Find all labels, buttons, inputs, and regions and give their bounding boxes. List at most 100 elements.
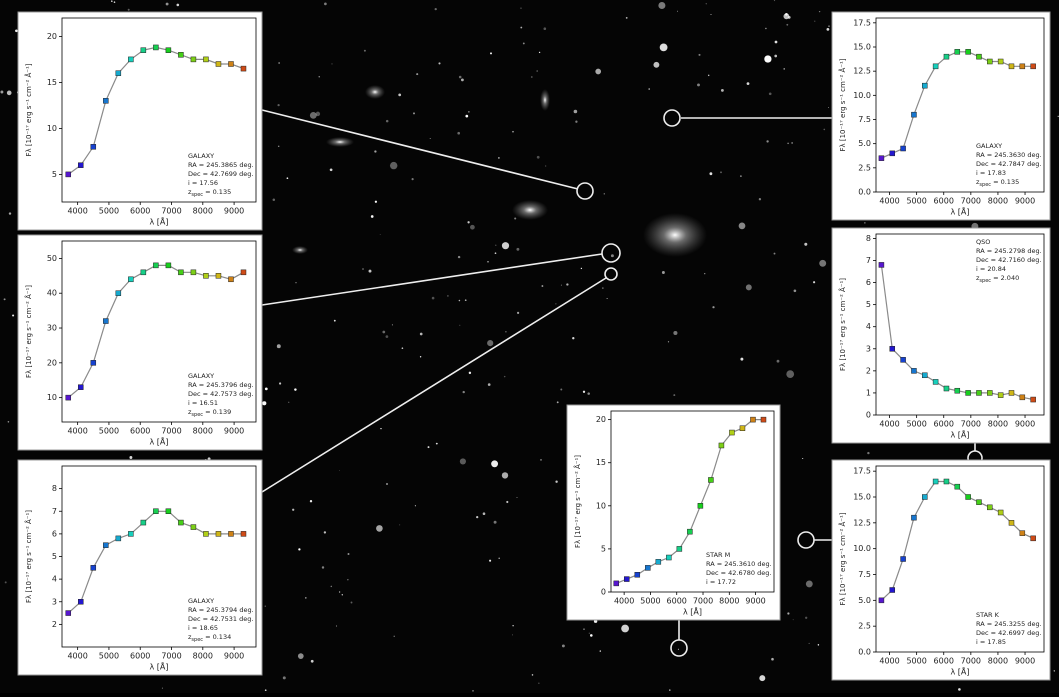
photometry-point	[943, 478, 950, 485]
spectrum-panel: 4000 5000 6000 7000 8000 9000 0 1 2 3 4 5 6 7 8 λ [Å] Fλ…	[831, 227, 1051, 444]
annotation-line: RA = 245.3865 deg.	[188, 161, 254, 169]
star	[583, 628, 585, 630]
y-tick-label: 17.5	[853, 467, 871, 476]
photometry-point	[965, 390, 971, 396]
star	[298, 548, 301, 551]
annotation-line: GALAXY	[188, 597, 214, 605]
star	[331, 63, 333, 65]
plot-frame	[875, 17, 1045, 193]
photometry-point	[878, 155, 885, 161]
star	[745, 284, 752, 291]
annotation-line: i = 17.85	[976, 638, 1006, 646]
y-tick-label: 30	[47, 324, 57, 333]
star	[419, 332, 423, 336]
photometry-point	[165, 262, 172, 269]
star	[398, 93, 402, 97]
target-circle	[601, 243, 621, 263]
star	[669, 689, 671, 691]
star	[709, 172, 713, 176]
star	[541, 285, 544, 287]
photometry-point	[613, 580, 620, 587]
photometry-point	[203, 56, 209, 63]
photometry-point	[190, 56, 197, 63]
panel-background	[17, 234, 263, 451]
panel-background	[17, 11, 263, 231]
y-axis-label: Fλ [10⁻¹⁷ erg s⁻¹ cm⁻² Å⁻¹]	[573, 455, 582, 548]
annotation-line: zspec = 0.139	[188, 408, 231, 418]
star	[12, 314, 15, 317]
star	[489, 559, 492, 562]
photometry-point	[228, 276, 234, 283]
x-tick-label: 5000	[99, 207, 119, 216]
annotation-line: GALAXY	[188, 372, 214, 380]
photometry-point	[718, 442, 725, 449]
star	[740, 175, 742, 177]
star	[470, 224, 475, 230]
star	[520, 26, 523, 29]
star	[399, 524, 401, 526]
y-tick-label: 5	[52, 170, 57, 179]
star	[582, 390, 586, 393]
x-axis-label: λ [Å]	[150, 436, 169, 447]
star	[161, 687, 163, 689]
y-axis-label: Fλ [10⁻¹⁷ erg s⁻¹ cm⁻² Å⁻¹]	[24, 510, 33, 603]
photometry-point	[922, 494, 928, 500]
photometry-point	[228, 531, 234, 537]
star	[540, 459, 542, 461]
star	[555, 480, 558, 483]
star	[536, 70, 539, 72]
star	[566, 283, 569, 286]
x-axis-label: λ [Å]	[150, 216, 169, 227]
photometry-point	[878, 262, 885, 268]
star	[127, 8, 130, 11]
photometry-point	[165, 47, 172, 53]
star	[516, 311, 520, 315]
star	[15, 29, 18, 33]
star	[786, 23, 789, 26]
star	[4, 581, 7, 584]
spectrum-panel: 4000 5000 6000 7000 8000 9000 0.0 2.5 5.0 7.5 10.0…	[831, 11, 1051, 221]
star	[447, 295, 449, 297]
star	[673, 394, 676, 397]
star	[487, 383, 491, 386]
star	[0, 90, 4, 94]
photometry-point	[153, 44, 159, 51]
photometry-point	[922, 372, 928, 379]
star	[808, 642, 810, 644]
photometry-point	[90, 144, 97, 150]
star	[416, 73, 419, 76]
annotation-symbol: z	[188, 633, 192, 641]
annotation-line: RA = 245.3255 deg.	[976, 620, 1042, 628]
y-tick-label: 15	[47, 78, 57, 87]
star	[505, 330, 507, 333]
star	[276, 344, 281, 349]
photometry-point	[976, 390, 982, 396]
star	[494, 252, 497, 255]
x-tick-label: 7000	[961, 657, 981, 666]
photometry-point	[932, 478, 939, 485]
star	[310, 659, 314, 663]
photometry-point	[215, 531, 222, 537]
photometry-point	[1030, 535, 1036, 542]
galaxy-blob	[365, 85, 385, 99]
photometry-point	[1008, 390, 1015, 396]
photometry-point	[976, 53, 982, 60]
photometry-point	[228, 61, 234, 67]
star	[277, 103, 280, 107]
annotation-line: zspec = 0.135	[188, 188, 231, 198]
star	[459, 458, 466, 465]
panel-background	[566, 404, 781, 621]
annotation-line: QSO	[976, 238, 990, 246]
y-tick-label: 17.5	[853, 18, 871, 27]
star	[625, 16, 628, 19]
photometry-point	[976, 499, 982, 505]
x-tick-label: 6000	[934, 420, 954, 429]
star	[958, 688, 961, 691]
star	[491, 460, 499, 468]
star	[370, 215, 374, 218]
star	[705, 3, 707, 5]
photometry-point	[240, 531, 247, 537]
y-tick-label: 10.0	[853, 544, 871, 553]
photometry-point	[911, 111, 917, 118]
